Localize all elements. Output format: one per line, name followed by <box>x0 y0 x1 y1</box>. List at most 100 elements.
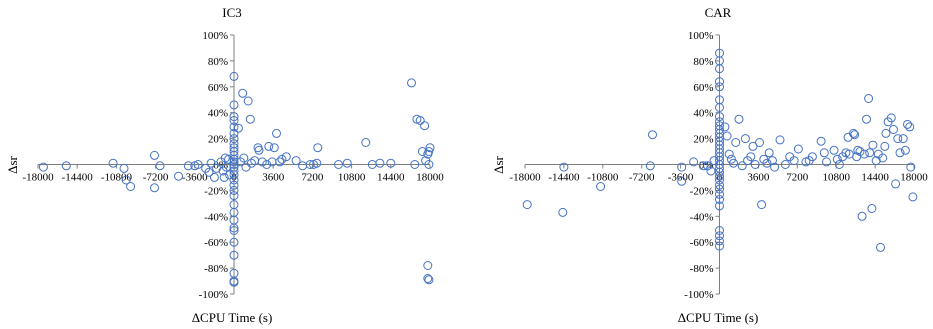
y-axis-title: Δsr <box>491 155 506 173</box>
data-point <box>822 157 831 167</box>
data-point <box>905 122 915 132</box>
data-point <box>150 150 159 160</box>
data-point <box>853 145 863 155</box>
data-point <box>893 134 903 144</box>
data-point <box>61 161 71 171</box>
data-point <box>816 136 826 146</box>
data-point <box>731 138 741 147</box>
x-axis-title: ΔCPU Time (s) <box>192 310 273 325</box>
data-point <box>807 152 817 162</box>
data-point <box>246 158 256 168</box>
data-point <box>264 141 274 151</box>
data-point <box>850 130 860 140</box>
y-tick-label: -60% <box>690 237 714 249</box>
data-point <box>722 131 732 141</box>
data-point <box>755 138 764 147</box>
y-tick-label: 60% <box>693 82 713 94</box>
data-point <box>715 171 724 181</box>
x-tick-label: 0 <box>231 172 237 184</box>
data-point <box>312 158 322 168</box>
data-point <box>254 145 264 155</box>
data-point <box>425 143 435 153</box>
y-tick-label: -100% <box>684 289 713 301</box>
data-point <box>689 157 699 167</box>
data-point <box>229 112 239 122</box>
data-point <box>596 182 606 191</box>
data-point <box>229 237 239 247</box>
data-point <box>737 161 747 171</box>
data-point <box>305 160 315 169</box>
x-tick-label: -10800 <box>587 172 619 184</box>
data-point <box>239 153 249 163</box>
data-point <box>734 114 744 124</box>
data-point <box>819 148 829 158</box>
data-point <box>206 158 216 168</box>
x-tick-label: 14400 <box>861 172 889 184</box>
data-point <box>313 143 323 153</box>
data-point <box>229 185 239 195</box>
data-point <box>881 128 891 138</box>
data-point <box>750 160 760 169</box>
data-point <box>715 189 724 199</box>
chart-car: CAR ΔCPU Time (s) Δsr -100% -80% -60% -40% -… <box>491 5 928 325</box>
data-point <box>407 78 416 88</box>
data-point <box>229 170 239 180</box>
data-point <box>715 82 724 92</box>
data-point <box>900 145 910 155</box>
data-point <box>229 100 239 110</box>
data-point <box>420 121 430 131</box>
y-tick-label: -40% <box>690 211 714 223</box>
data-point <box>767 156 777 166</box>
data-point <box>834 160 844 169</box>
y-tick-label: -80% <box>204 263 228 275</box>
data-point <box>715 175 724 185</box>
data-point <box>229 250 239 260</box>
data-point <box>715 226 724 235</box>
data-point <box>715 180 724 190</box>
data-point <box>862 114 871 124</box>
data-point <box>229 116 239 125</box>
data-point <box>876 242 885 252</box>
data-point <box>291 156 301 166</box>
x-tick-label: 0 <box>717 172 723 184</box>
data-point <box>715 103 724 112</box>
data-point <box>762 158 772 168</box>
data-point <box>886 113 896 123</box>
data-point <box>775 135 785 145</box>
data-point <box>155 161 165 171</box>
data-point <box>229 180 239 190</box>
data-point <box>677 176 687 186</box>
x-tick-label: -14400 <box>62 172 94 184</box>
x-tick-label: 7200 <box>301 172 324 184</box>
plot-area: -100%-80%-60%-40%-20%0%20%40%60%80%100%-… <box>22 30 444 301</box>
data-point <box>334 160 343 169</box>
data-point <box>891 179 901 189</box>
data-point <box>229 128 239 138</box>
data-point <box>386 158 396 168</box>
x-tick-label: 18000 <box>900 172 928 184</box>
data-point <box>906 162 916 172</box>
data-point <box>829 145 839 155</box>
data-point <box>269 143 279 153</box>
data-point <box>229 160 239 169</box>
data-point <box>275 157 285 167</box>
y-tick-label: 60% <box>208 82 228 94</box>
data-point <box>789 156 799 166</box>
data-point <box>864 94 874 103</box>
plot-area: -100%-80%-60%-40%-20%0%20%40%60%80%100%-… <box>509 30 928 301</box>
x-tick-label: 3600 <box>262 172 285 184</box>
data-point <box>880 141 890 151</box>
data-point <box>229 134 239 144</box>
chart-ic3: IC3 ΔCPU Time (s) Δsr -100% -80% -60% -40% -… <box>5 5 444 325</box>
data-point <box>522 200 532 210</box>
data-point <box>229 191 239 201</box>
x-tick-label: -18000 <box>509 172 541 184</box>
data-point <box>126 182 136 191</box>
x-tick-label: 18000 <box>416 172 444 184</box>
data-point <box>415 116 425 125</box>
data-point <box>865 148 875 158</box>
data-point <box>715 112 724 122</box>
data-point <box>423 274 433 283</box>
data-point <box>233 123 243 133</box>
data-point <box>424 160 434 169</box>
